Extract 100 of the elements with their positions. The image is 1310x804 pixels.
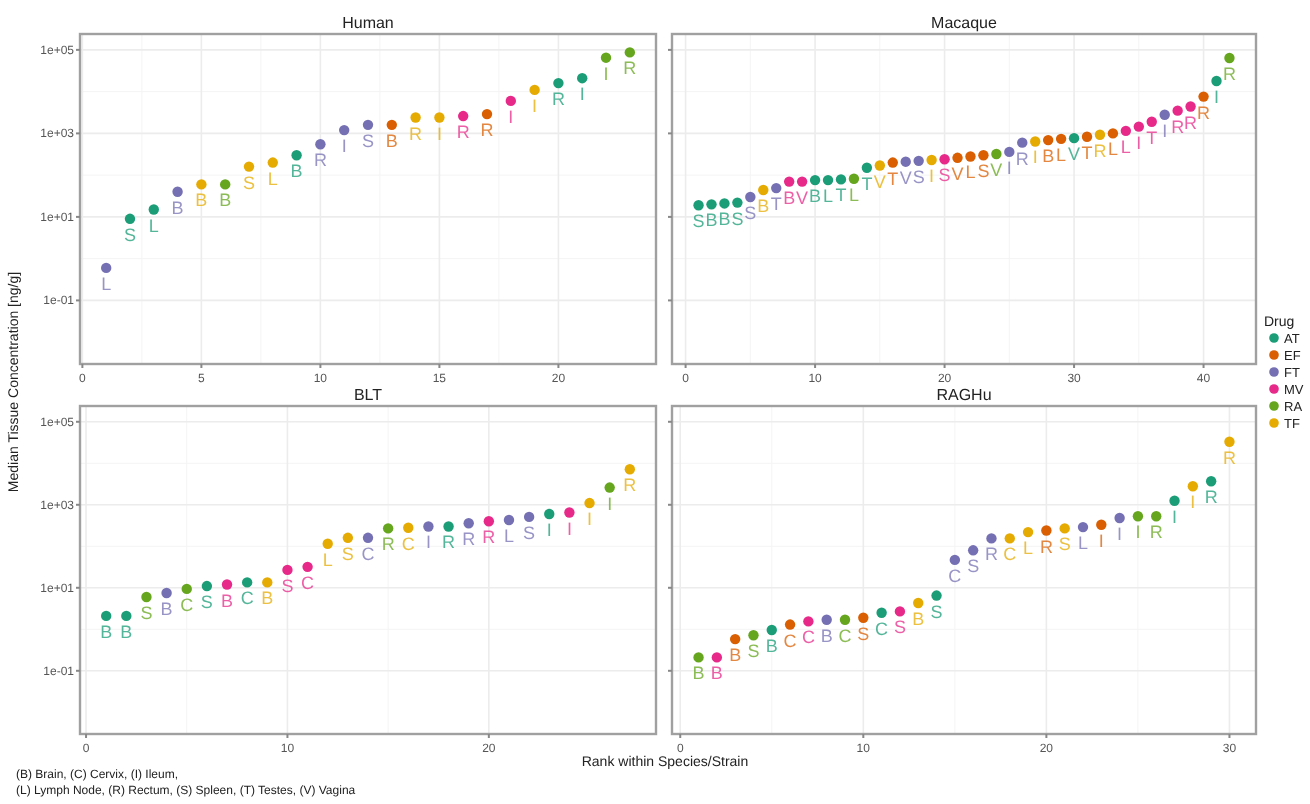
data-label: R bbox=[462, 529, 477, 550]
point bbox=[1159, 109, 1170, 120]
data-label: R bbox=[1222, 447, 1237, 468]
point bbox=[221, 579, 233, 590]
point bbox=[952, 152, 963, 164]
point bbox=[1059, 523, 1070, 534]
point bbox=[553, 77, 564, 89]
point bbox=[121, 610, 132, 622]
data-label: B bbox=[261, 588, 274, 609]
point bbox=[148, 204, 159, 215]
point bbox=[302, 561, 313, 573]
data-label: T bbox=[770, 194, 783, 215]
data-label: L bbox=[148, 215, 159, 236]
point bbox=[1187, 481, 1199, 492]
point bbox=[161, 587, 172, 599]
data-label: V bbox=[796, 187, 809, 208]
point bbox=[1185, 101, 1196, 112]
point bbox=[991, 148, 1002, 160]
point bbox=[124, 213, 136, 225]
point bbox=[1041, 525, 1052, 536]
point bbox=[748, 630, 759, 641]
point bbox=[604, 482, 615, 493]
point bbox=[624, 47, 636, 58]
data-label: L bbox=[1077, 533, 1089, 554]
data-label: B bbox=[100, 621, 113, 642]
data-label: R bbox=[313, 150, 328, 171]
data-label: C bbox=[401, 533, 416, 554]
data-label: R bbox=[482, 527, 497, 548]
data-label: I bbox=[1190, 492, 1196, 513]
point bbox=[584, 497, 595, 509]
data-label: R bbox=[1197, 102, 1212, 123]
point bbox=[219, 179, 231, 190]
data-label: R bbox=[409, 123, 424, 144]
data-label: S bbox=[1058, 534, 1071, 555]
point bbox=[1004, 146, 1015, 158]
point bbox=[458, 110, 469, 122]
chart-title: Macaque bbox=[931, 14, 998, 32]
data-label: R bbox=[1184, 112, 1199, 133]
data-label: I bbox=[1213, 86, 1220, 107]
data-label: B bbox=[1042, 146, 1055, 167]
point bbox=[1146, 116, 1157, 127]
point bbox=[706, 199, 717, 210]
point bbox=[900, 156, 911, 167]
point bbox=[711, 652, 723, 663]
point bbox=[732, 197, 743, 208]
data-label: S bbox=[912, 166, 925, 187]
point bbox=[172, 186, 183, 197]
data-label: L bbox=[1107, 139, 1118, 160]
point bbox=[796, 176, 808, 187]
data-label: L bbox=[1023, 538, 1034, 559]
data-label: L bbox=[965, 162, 976, 183]
point bbox=[1094, 129, 1106, 140]
data-label: C bbox=[783, 630, 798, 651]
point bbox=[577, 72, 588, 84]
data-label: C bbox=[875, 618, 890, 639]
data-label: C bbox=[948, 565, 963, 586]
data-label: I bbox=[1098, 530, 1104, 551]
point bbox=[423, 521, 434, 532]
point bbox=[1077, 521, 1089, 533]
point bbox=[1004, 533, 1015, 544]
data-label: V bbox=[990, 160, 1003, 181]
point bbox=[443, 521, 454, 532]
data-label: B bbox=[171, 197, 184, 218]
data-label: I bbox=[1032, 147, 1038, 168]
data-label: S bbox=[200, 592, 213, 613]
data-label: S bbox=[523, 522, 536, 543]
data-label: L bbox=[848, 184, 859, 205]
data-label: I bbox=[436, 123, 442, 144]
data-label: L bbox=[322, 549, 333, 570]
data-label: T bbox=[1146, 127, 1159, 148]
data-label: R bbox=[984, 544, 999, 565]
data-label: S bbox=[140, 603, 153, 623]
point bbox=[141, 591, 152, 603]
data-label: B bbox=[221, 590, 234, 611]
data-label: B bbox=[757, 196, 770, 217]
point bbox=[887, 157, 898, 168]
data-label: I bbox=[1162, 120, 1168, 141]
data-label: R bbox=[442, 532, 457, 553]
point bbox=[1096, 519, 1107, 530]
point bbox=[1030, 136, 1041, 147]
point bbox=[719, 198, 730, 209]
chart-title: BLT bbox=[353, 386, 383, 404]
point bbox=[939, 154, 950, 165]
point bbox=[339, 124, 350, 136]
data-label: S bbox=[938, 165, 951, 186]
point bbox=[523, 511, 535, 523]
point bbox=[243, 161, 255, 172]
data-label: B bbox=[783, 187, 796, 208]
chart-title: RAGHu bbox=[936, 386, 992, 404]
data-label: B bbox=[710, 663, 723, 684]
point bbox=[505, 95, 517, 107]
point bbox=[100, 262, 112, 274]
data-label: C bbox=[180, 594, 195, 615]
data-label: S bbox=[281, 575, 294, 596]
data-label: B bbox=[705, 210, 718, 231]
data-label: I bbox=[1136, 132, 1142, 153]
point bbox=[483, 516, 495, 527]
data-label: I bbox=[341, 136, 347, 157]
point bbox=[978, 150, 989, 161]
data-label: V bbox=[873, 171, 886, 192]
